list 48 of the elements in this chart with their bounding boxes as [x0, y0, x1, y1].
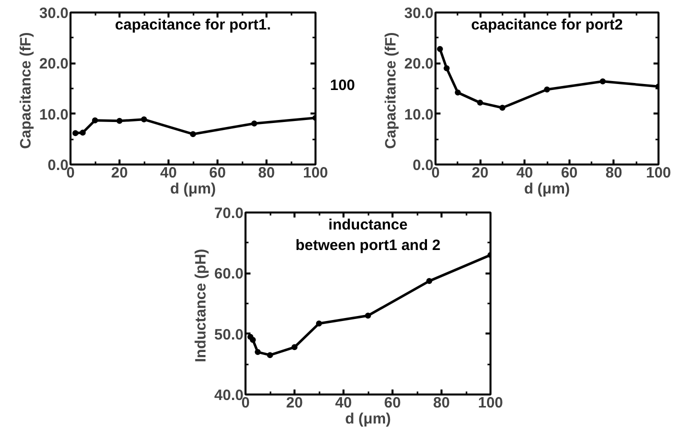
point [250, 336, 256, 343]
y-tick-label: 30.0 [404, 5, 434, 22]
chart-title: capacitance for port1. [115, 16, 271, 34]
y-tick-label: 20.0 [404, 56, 434, 73]
x-tick-label: 60 [384, 394, 401, 412]
x-tick-label: 20 [111, 164, 128, 182]
y-axis-title: Inductance (pH) [192, 248, 210, 362]
text: 100 [330, 76, 356, 96]
y-tick-label: 60.0 [214, 266, 244, 283]
point [477, 100, 484, 106]
point [426, 278, 432, 284]
x-tick-label: 80 [258, 164, 275, 182]
point [499, 104, 506, 111]
x-tick-label: 100 [302, 164, 328, 182]
y-axis-title: Capacitance (fF) [382, 32, 400, 149]
y-axis-title: Capacitance (fF) [17, 32, 34, 149]
text: inductance between port1 and 2 [295, 216, 441, 254]
x-tick-label: 40 [160, 164, 177, 182]
x-tick-label: 20 [286, 394, 303, 412]
point [444, 65, 450, 72]
y-tick-label: 70.0 [214, 205, 244, 222]
y-tick-label: 20.0 [39, 56, 69, 73]
x-axis-title: d (μm) [170, 180, 216, 198]
y-tick-label: 10.0 [39, 106, 69, 124]
x-tick-label: 80 [606, 164, 622, 182]
x-tick-label: 40 [335, 394, 352, 412]
x-tick-label: 60 [209, 164, 226, 182]
x-tick-label: 20 [472, 164, 488, 182]
y-tick-label: 10.0 [404, 106, 434, 124]
point [544, 86, 550, 93]
point [436, 46, 443, 52]
x-tick-label: 60 [560, 164, 578, 182]
x-axis-title: d (μm) [345, 410, 391, 428]
chart-title: capacitance for port2 [471, 16, 623, 34]
x-tick-label: 80 [433, 394, 450, 412]
x-axis-title: d (μm) [524, 180, 570, 198]
y-tick-label: 50.0 [214, 326, 244, 344]
x-tick-label: 40 [516, 164, 534, 182]
point [254, 349, 261, 356]
point [292, 344, 298, 350]
x-tick-label: 100 [478, 394, 504, 412]
point [365, 312, 371, 319]
y-tick-label: 30.0 [39, 5, 69, 22]
point [600, 78, 606, 84]
x-tick-label: 100 [646, 164, 672, 182]
point [316, 320, 322, 327]
point [267, 352, 273, 358]
point [454, 90, 461, 96]
